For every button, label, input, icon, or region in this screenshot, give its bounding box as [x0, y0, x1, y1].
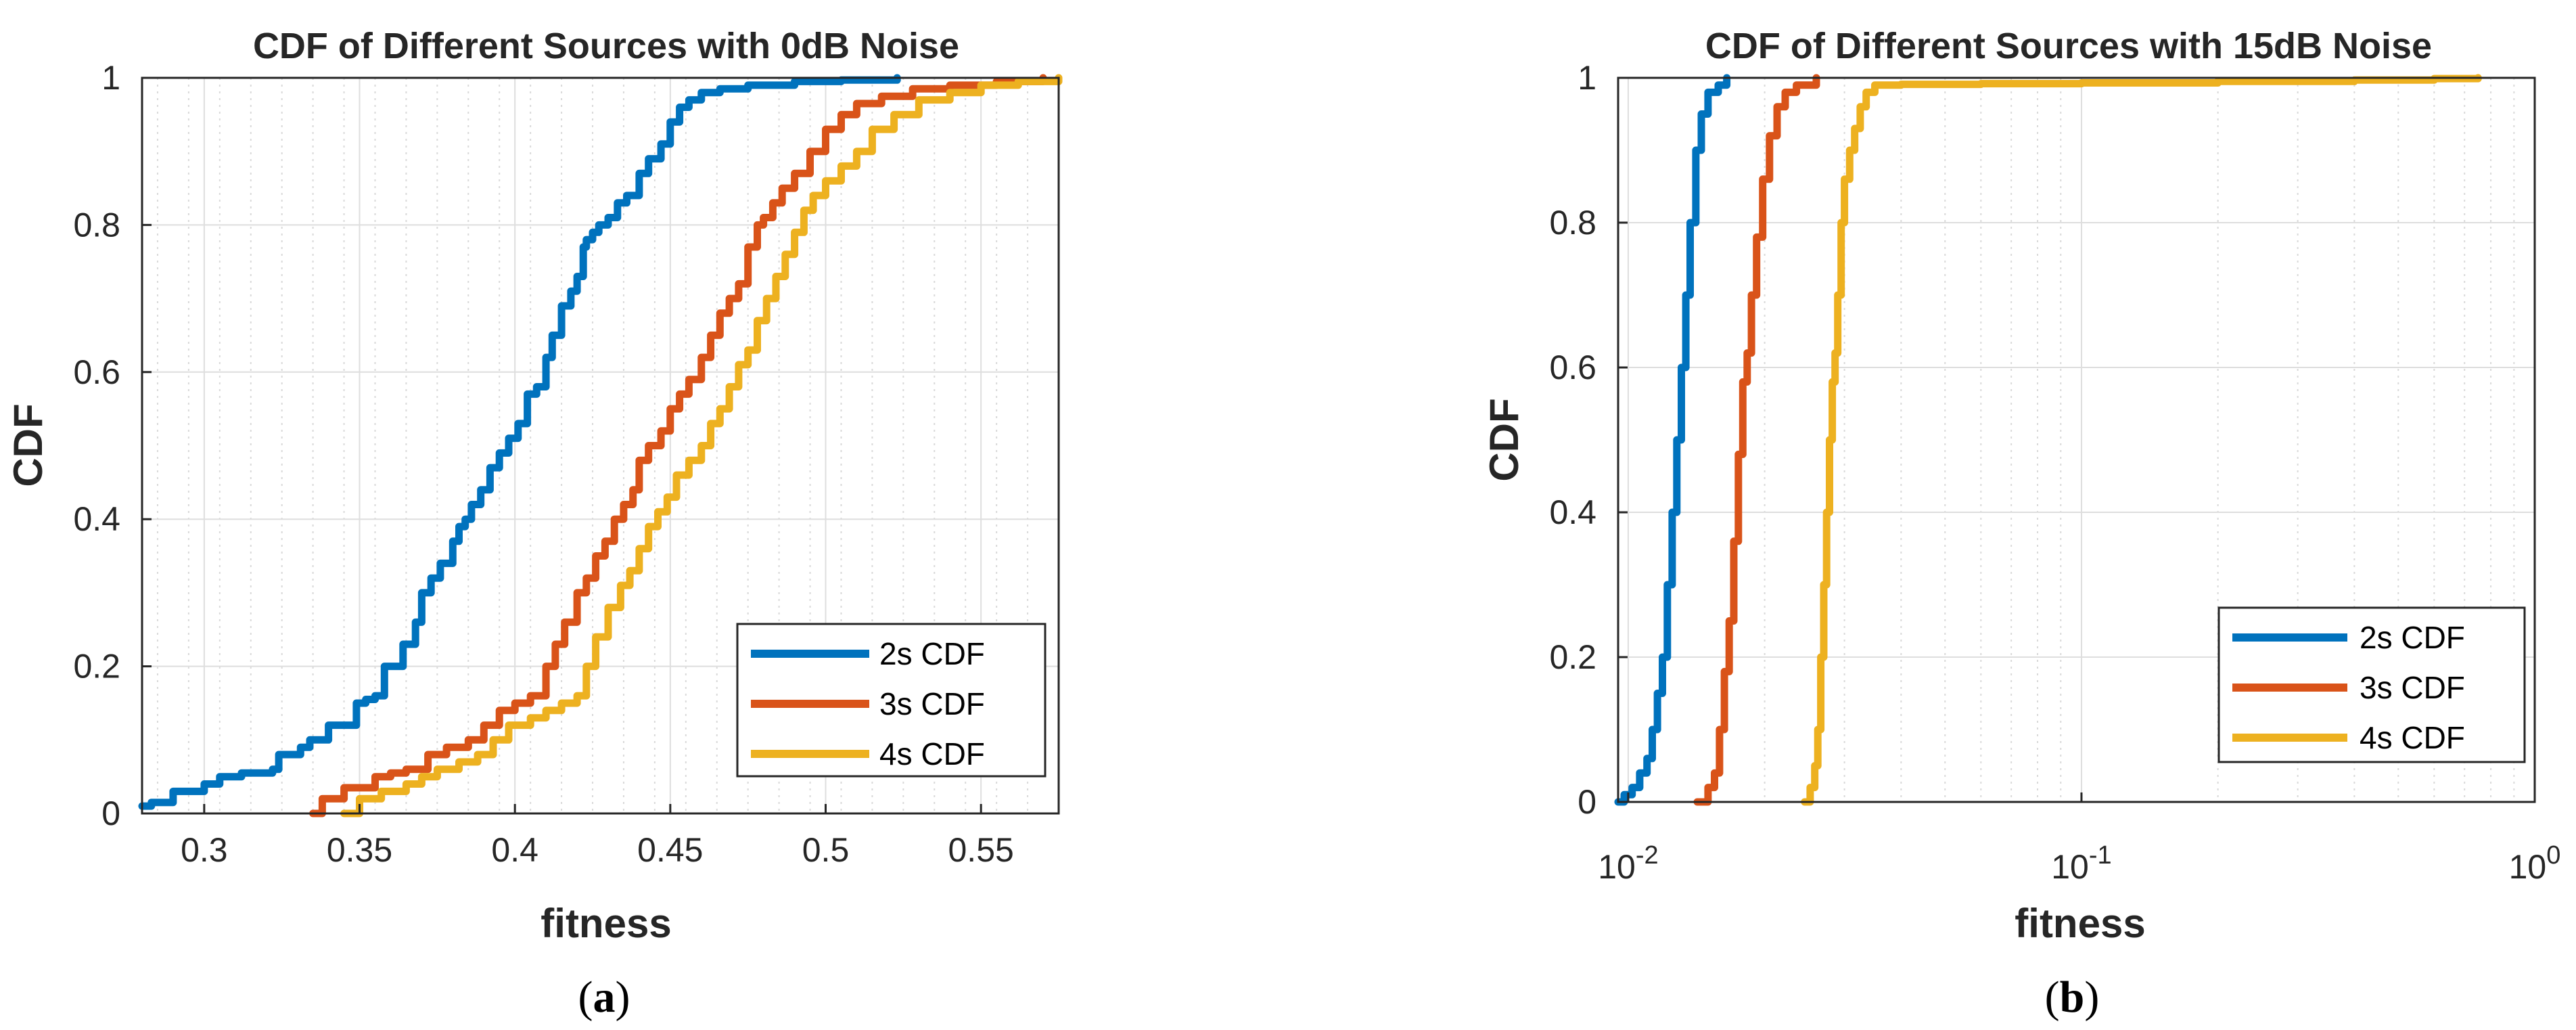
x-tick-label-b: 10-1: [2051, 841, 2111, 886]
legend-entry-3s-a: 3s CDF: [879, 686, 985, 721]
panel-label-a: (a): [578, 972, 630, 1022]
series-line-4s-a: [340, 74, 1063, 818]
chart-title-b: CDF of Different Sources with 15dB Noise: [1705, 26, 2432, 66]
y-axis-label-b: CDF: [1481, 398, 1527, 481]
axes-box-b: [1617, 76, 2536, 803]
y-tick-label-b: 0.8: [1549, 204, 1596, 242]
panel-label-b-close: ): [2084, 972, 2099, 1022]
series-b: [1614, 74, 2482, 806]
legend-entry-4s-b: 4s CDF: [2360, 720, 2465, 755]
x-tick-label-a: 0.45: [637, 831, 703, 869]
y-tick-label-a: 0.2: [73, 648, 120, 686]
panel-label-a-letter: a: [593, 972, 616, 1022]
y-tick-label-b: 0.6: [1549, 349, 1596, 386]
panel-label-b: (b): [2045, 972, 2100, 1022]
legend-b: 2s CDF 3s CDF 4s CDF: [2217, 606, 2526, 763]
y-tick-label-b: 0: [1578, 783, 1596, 821]
y-ticks-b: 0 0.2 0.4 0.6 0.8 1: [1549, 59, 1628, 821]
series-line-4s-b: [1801, 74, 2482, 806]
y-tick-label-b: 0.2: [1549, 638, 1596, 676]
x-tick-label-a: 0.3: [181, 831, 228, 869]
grid-major-b: [1618, 78, 2535, 802]
series-line-3s-a: [309, 74, 1047, 818]
y-ticks-a: 0 0.2 0.4 0.6 0.8 1: [73, 59, 152, 832]
x-axis-label-a: fitness: [540, 901, 671, 946]
axes-box-a: [141, 76, 1060, 815]
y-tick-label-a: 0.8: [73, 206, 120, 244]
panel-label-b-open: (: [2045, 972, 2060, 1022]
x-ticks-b: 10-2 10-1 100: [1598, 792, 2560, 886]
x-ticks-a: 0.3 0.35 0.4 0.45 0.5 0.55: [181, 804, 1014, 869]
y-axis-label-a: CDF: [5, 403, 51, 487]
chart-panel-a: CDF of Different Sources with 0dB Noise …: [5, 26, 1063, 1022]
x-tick-label-a: 0.5: [802, 831, 850, 869]
x-tick-label-a: 0.35: [327, 831, 392, 869]
legend-a: 2s CDF 3s CDF 4s CDF: [736, 623, 1046, 778]
x-tick-label-a: 0.4: [491, 831, 538, 869]
y-tick-label-b: 0.4: [1549, 493, 1596, 531]
legend-entry-4s-a: 4s CDF: [879, 736, 985, 771]
legend-entry-3s-b: 3s CDF: [2360, 670, 2465, 705]
y-tick-label-a: 0.4: [73, 500, 120, 538]
y-tick-label-b: 1: [1578, 59, 1596, 97]
legend-entry-2s-b: 2s CDF: [2360, 620, 2465, 655]
series-a: [138, 74, 1063, 818]
series-line-2s-b: [1614, 74, 1731, 806]
y-tick-label-a: 0.6: [73, 353, 120, 391]
x-tick-label-b: 100: [2509, 841, 2561, 886]
chart-panel-b: CDF of Different Sources with 15dB Noise…: [1481, 26, 2560, 1022]
legend-entry-2s-a: 2s CDF: [879, 636, 985, 671]
panel-label-b-letter: b: [2060, 972, 2085, 1022]
chart-title-a: CDF of Different Sources with 0dB Noise: [253, 26, 959, 66]
x-axis-label-b: fitness: [2015, 901, 2145, 946]
panel-label-a-open: (: [578, 972, 593, 1022]
x-tick-label-a: 0.55: [948, 831, 1014, 869]
y-tick-label-a: 1: [101, 59, 120, 97]
panel-label-a-close: ): [616, 972, 630, 1022]
series-line-2s-a: [138, 74, 901, 810]
y-tick-label-a: 0: [101, 794, 120, 832]
series-line-3s-b: [1693, 74, 1820, 806]
x-tick-label-b: 10-2: [1598, 841, 1658, 886]
